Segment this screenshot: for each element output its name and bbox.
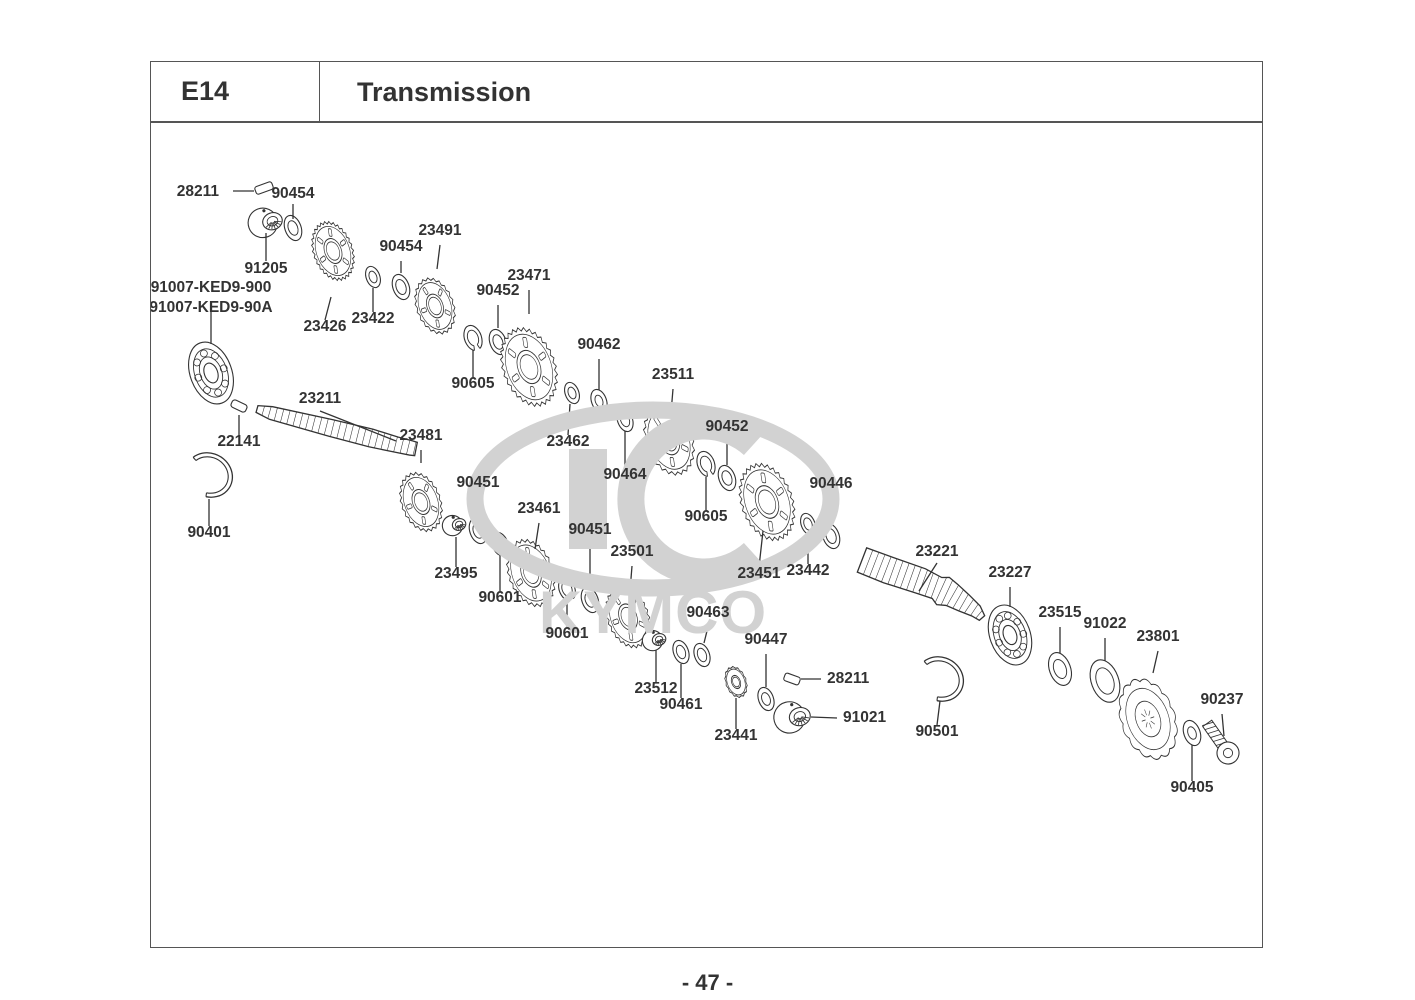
svg-text:90464: 90464 — [603, 466, 646, 483]
svg-text:90463: 90463 — [686, 604, 729, 621]
svg-text:91022: 91022 — [1083, 615, 1126, 632]
svg-text:90461: 90461 — [659, 696, 702, 713]
svg-text:91007-KED9-90A: 91007-KED9-90A — [151, 299, 273, 316]
svg-text:91021: 91021 — [843, 709, 886, 726]
svg-text:90405: 90405 — [1170, 779, 1213, 796]
svg-text:23495: 23495 — [434, 565, 477, 582]
svg-text:23515: 23515 — [1038, 604, 1081, 621]
svg-text:23422: 23422 — [351, 310, 394, 327]
svg-text:28211: 28211 — [827, 670, 870, 687]
svg-text:23461: 23461 — [517, 500, 560, 517]
svg-text:22141: 22141 — [217, 433, 260, 450]
svg-text:90452: 90452 — [476, 282, 519, 299]
svg-text:23227: 23227 — [988, 564, 1031, 581]
svg-text:91205: 91205 — [244, 260, 287, 277]
svg-text:90401: 90401 — [187, 524, 230, 541]
svg-text:90447: 90447 — [744, 631, 787, 648]
svg-text:23511: 23511 — [652, 366, 695, 383]
svg-text:23451: 23451 — [737, 565, 780, 582]
svg-text:23801: 23801 — [1136, 628, 1179, 645]
svg-text:23462: 23462 — [546, 433, 589, 450]
svg-text:90454: 90454 — [379, 238, 422, 255]
svg-text:90605: 90605 — [451, 375, 494, 392]
svg-text:23491: 23491 — [418, 222, 461, 239]
svg-text:23471: 23471 — [507, 267, 550, 284]
svg-text:23501: 23501 — [610, 543, 653, 560]
svg-text:90601: 90601 — [545, 625, 588, 642]
svg-text:90452: 90452 — [705, 418, 748, 435]
svg-text:91007-KED9-900: 91007-KED9-900 — [151, 279, 271, 296]
svg-text:90601: 90601 — [478, 589, 521, 606]
svg-text:90501: 90501 — [915, 723, 958, 740]
svg-text:23426: 23426 — [303, 318, 346, 335]
svg-text:23481: 23481 — [399, 427, 442, 444]
svg-text:23442: 23442 — [786, 562, 829, 579]
svg-text:90446: 90446 — [809, 475, 852, 492]
svg-text:23211: 23211 — [299, 390, 342, 407]
svg-text:28211: 28211 — [177, 183, 220, 200]
svg-text:23221: 23221 — [915, 543, 958, 560]
svg-text:90605: 90605 — [684, 508, 727, 525]
svg-text:23441: 23441 — [714, 727, 757, 744]
svg-text:90237: 90237 — [1200, 691, 1243, 708]
svg-text:23512: 23512 — [634, 680, 677, 697]
svg-text:90454: 90454 — [271, 185, 314, 202]
svg-text:90451: 90451 — [568, 521, 611, 538]
svg-text:90462: 90462 — [577, 336, 620, 353]
svg-text:90451: 90451 — [456, 474, 499, 491]
